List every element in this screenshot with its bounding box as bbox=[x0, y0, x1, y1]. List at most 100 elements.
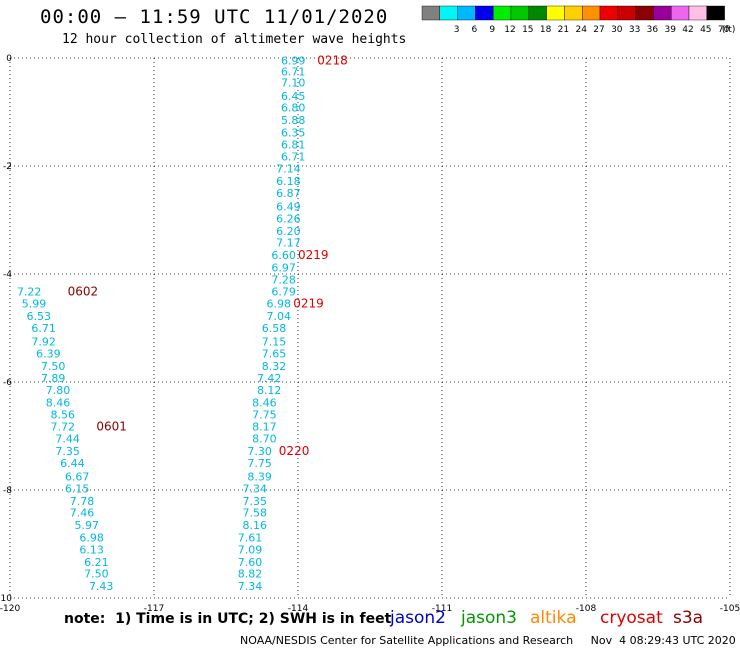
wave-height-value: 6.13 bbox=[79, 543, 104, 556]
wave-height-value: 7.34 bbox=[243, 482, 268, 495]
chart-subtitle: 12 hour collection of altimeter wave hei… bbox=[62, 32, 407, 47]
satellite-legend-jason3: jason3 bbox=[461, 608, 517, 628]
pass-time-label: 0601 bbox=[96, 419, 127, 433]
wave-height-value: 7.35 bbox=[243, 495, 268, 508]
wave-height-value: 7.10 bbox=[281, 76, 306, 89]
wave-height-value: 8.17 bbox=[252, 420, 277, 433]
wave-height-value: 7.14 bbox=[276, 163, 301, 176]
wave-height-value: 7.61 bbox=[238, 532, 263, 545]
wave-height-value: 7.50 bbox=[84, 568, 109, 581]
wave-height-value: 5.97 bbox=[75, 519, 100, 532]
wave-height-value: 8.12 bbox=[257, 384, 282, 397]
wave-height-value: 6.87 bbox=[276, 187, 301, 200]
y-tick-label: -6 bbox=[3, 378, 12, 388]
chart-title: 00:00 – 11:59 UTC 11/01/2020 bbox=[40, 6, 389, 28]
wave-height-value: 7.15 bbox=[262, 336, 287, 349]
color-scale-label: 27 bbox=[593, 25, 604, 35]
y-tick-label: -4 bbox=[3, 270, 12, 280]
color-scale-swatch bbox=[706, 5, 725, 21]
wave-height-value: 7.80 bbox=[46, 384, 71, 397]
wave-height-value: 7.44 bbox=[55, 433, 80, 446]
wave-height-value: 6.67 bbox=[65, 471, 90, 484]
wave-height-value: 8.39 bbox=[247, 471, 272, 484]
wave-height-value: 7.09 bbox=[238, 543, 263, 556]
wave-height-value: 6.81 bbox=[281, 138, 306, 151]
pass-time-label: 0218 bbox=[317, 54, 348, 68]
wave-height-value: 7.34 bbox=[238, 580, 263, 593]
wave-height-value: 7.22 bbox=[17, 285, 42, 298]
wave-height-value: 6.97 bbox=[271, 262, 296, 275]
satellite-legend-s3a: s3a bbox=[673, 608, 704, 628]
wave-height-value: 7.30 bbox=[247, 445, 272, 458]
wave-height-value: 7.89 bbox=[41, 372, 66, 385]
pass-time-label: 0220 bbox=[279, 444, 310, 458]
y-tick-label: -8 bbox=[3, 486, 12, 496]
wave-height-value: 6.80 bbox=[281, 102, 306, 115]
wave-height-value: 6.20 bbox=[276, 225, 301, 238]
wave-height-value: 8.82 bbox=[238, 568, 263, 581]
color-scale-label: 21 bbox=[558, 25, 569, 35]
color-scale-label: 39 bbox=[664, 25, 676, 35]
color-scale-label: 15 bbox=[522, 25, 533, 35]
wave-height-value: 6.71 bbox=[31, 322, 56, 335]
wave-height-value: 7.92 bbox=[31, 336, 56, 349]
wave-height-value: 6.35 bbox=[281, 127, 306, 140]
wave-height-value: 7.35 bbox=[55, 445, 80, 458]
wave-height-value: 6.18 bbox=[276, 175, 301, 188]
wave-height-value: 6.39 bbox=[36, 347, 61, 360]
wave-height-value: 8.56 bbox=[51, 408, 76, 421]
footer-credit: NOAA/NESDIS Center for Satellite Applica… bbox=[240, 634, 736, 647]
color-scale-label: 42 bbox=[682, 25, 693, 35]
wave-height-value: 8.32 bbox=[262, 360, 287, 373]
wave-height-value: 6.26 bbox=[276, 212, 301, 225]
x-tick-label: -111 bbox=[432, 604, 452, 614]
pass-time-label: 0602 bbox=[68, 284, 99, 298]
pass-time-label: 0219 bbox=[298, 248, 329, 262]
color-scale-label: 30 bbox=[611, 25, 623, 35]
wave-height-value: 7.78 bbox=[70, 495, 95, 508]
wave-height-value: 6.53 bbox=[27, 310, 52, 323]
wave-height-value: 8.70 bbox=[252, 433, 277, 446]
y-tick-label: 0 bbox=[6, 54, 12, 64]
wave-height-value: 6.71 bbox=[281, 150, 306, 163]
wave-height-value: 7.43 bbox=[89, 580, 114, 593]
wave-height-value: 7.50 bbox=[41, 360, 66, 373]
wave-height-map: -120 -117 -114 -111 -108 -105 0 -2 -4 -6 -8 -10 6.99… bbox=[0, 54, 740, 614]
wave-height-value: 6.99 bbox=[281, 55, 306, 68]
wave-height-value: 6.15 bbox=[65, 482, 90, 495]
wave-height-value: 6.98 bbox=[267, 298, 292, 311]
color-scale-label: 70 bbox=[718, 25, 730, 35]
wave-height-value: 7.75 bbox=[252, 408, 277, 421]
wave-height-value: 5.88 bbox=[281, 114, 306, 127]
color-scale-legend: 3 6 9 12 15 18 21 24 27 30 33 36 39 42 45 70(ft) bbox=[421, 5, 736, 35]
wave-height-value: 8.46 bbox=[252, 397, 277, 410]
x-tick-label: -117 bbox=[144, 604, 164, 614]
color-scale-label: 9 bbox=[489, 25, 495, 35]
y-tick-label: -10 bbox=[0, 594, 12, 604]
wave-height-value: 5.99 bbox=[22, 298, 47, 311]
x-tick-label: -105 bbox=[720, 604, 740, 614]
pass-time-label: 0219 bbox=[293, 297, 324, 311]
wave-height-value: 7.28 bbox=[271, 273, 296, 286]
color-scale-unit: (ft) bbox=[722, 25, 736, 35]
wave-height-value: 6.44 bbox=[60, 457, 85, 470]
color-scale-label: 36 bbox=[647, 25, 659, 35]
wave-height-value: 7.42 bbox=[257, 372, 282, 385]
color-scale-label: 18 bbox=[540, 25, 552, 35]
x-tick-label: -120 bbox=[0, 604, 20, 614]
wave-height-value: 6.49 bbox=[276, 201, 301, 214]
color-scale-label: 3 bbox=[454, 25, 460, 35]
wave-height-value: 6.45 bbox=[281, 90, 306, 103]
y-tick-label: -2 bbox=[3, 162, 12, 172]
color-scale-label: 33 bbox=[629, 25, 640, 35]
satellite-legend-cryosat: cryosat bbox=[600, 608, 663, 628]
wave-height-value: 6.60 bbox=[271, 249, 296, 262]
wave-height-value: 7.46 bbox=[70, 507, 95, 520]
wave-height-value: 7.60 bbox=[238, 556, 263, 569]
footer-note: note: 1) Time is in UTC; 2) SWH is in fe… bbox=[64, 611, 392, 627]
wave-height-value: 6.98 bbox=[79, 532, 104, 545]
color-scale-label: 12 bbox=[504, 25, 515, 35]
wave-height-value: 8.46 bbox=[46, 397, 71, 410]
wave-height-value: 6.21 bbox=[84, 556, 109, 569]
